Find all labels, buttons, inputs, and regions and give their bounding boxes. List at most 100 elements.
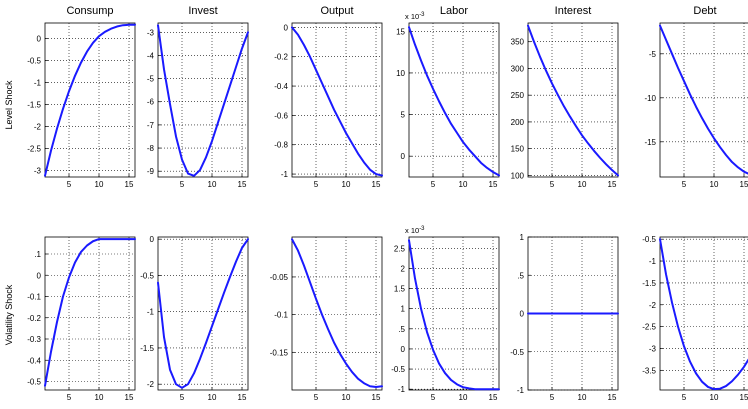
axis-exponent: x 10-3 xyxy=(405,12,425,21)
y-tick-label: -0.2 xyxy=(27,314,41,323)
x-tick-label: 10 xyxy=(95,180,104,189)
y-tick-label: -1 xyxy=(34,78,42,87)
y-tick-label: 350 xyxy=(511,38,525,47)
y-tick-label: -8 xyxy=(147,144,155,153)
y-tick-label: 0 xyxy=(520,310,525,319)
series-line xyxy=(408,239,500,391)
x-tick-label: 5 xyxy=(180,393,185,402)
y-tick-label: -1.5 xyxy=(27,100,41,109)
y-tick-label: 150 xyxy=(511,145,525,154)
y-tick-label: 2.5 xyxy=(394,244,406,253)
y-tick-label: -2.5 xyxy=(642,323,656,332)
series-line xyxy=(157,24,249,177)
x-tick-label: 10 xyxy=(95,393,104,402)
x-tick-label: 10 xyxy=(710,393,719,402)
panel-debt: 5 10 15 -15 -10 -5 Debt xyxy=(644,5,748,189)
series-line xyxy=(291,238,383,388)
series-line xyxy=(659,238,748,391)
y-tick-label: -0.4 xyxy=(274,82,288,91)
plot-frame xyxy=(291,236,383,391)
series-line xyxy=(408,26,500,177)
panel-title: Invest xyxy=(188,5,217,17)
y-tick-label: -9 xyxy=(147,167,155,176)
x-tick-label: 15 xyxy=(608,180,617,189)
y-tick-label: 0 xyxy=(284,23,289,32)
plot-frame xyxy=(659,236,748,391)
y-tick-label: -6 xyxy=(147,98,155,107)
y-tick-label: .1 xyxy=(34,250,41,259)
y-tick-label: -0.15 xyxy=(270,348,289,357)
y-tick-label: -0.4 xyxy=(27,356,41,365)
y-tick-label: -3 xyxy=(147,28,155,37)
panel-r1c4: 5 10 15 -1 -0.5 0 .5 1 xyxy=(510,233,619,402)
plot-frame xyxy=(408,22,500,178)
series-line xyxy=(291,26,383,177)
y-tick-label: -0.5 xyxy=(27,378,41,387)
y-tick-label: -0.1 xyxy=(27,293,41,302)
y-tick-label: -1 xyxy=(398,385,406,394)
x-tick-label: 15 xyxy=(489,180,498,189)
y-tick-label: 15 xyxy=(396,27,405,36)
y-tick-label: -0.3 xyxy=(27,335,41,344)
y-tick-label: 0 xyxy=(401,152,406,161)
row-label-level-shock: Level Shock xyxy=(4,80,14,130)
panel-consump: 5 10 15 -3 -2.5 -2 -1.5 -1 -0.5 0 Consump xyxy=(27,5,136,189)
y-tick-label: -4 xyxy=(147,51,155,60)
y-tick-label: -1 xyxy=(281,170,289,179)
x-tick-label: 5 xyxy=(67,393,72,402)
panel-title: Output xyxy=(320,5,353,17)
x-tick-label: 15 xyxy=(740,393,748,402)
y-tick-label: 1 xyxy=(401,305,406,314)
x-tick-label: 5 xyxy=(431,393,436,402)
panel-invest: 5 10 15 -9 -8 -7 -6 -5 -4 -3 Invest xyxy=(147,5,249,189)
x-tick-label: 15 xyxy=(372,393,381,402)
x-tick-label: 15 xyxy=(125,393,134,402)
plot-frame xyxy=(659,22,748,178)
y-tick-label: -0.5 xyxy=(140,271,154,280)
y-tick-label: -3 xyxy=(34,166,42,175)
row-label-volatility-shock: Volatility Shock xyxy=(4,284,14,345)
y-tick-label: -15 xyxy=(644,138,656,147)
y-tick-label: -3 xyxy=(649,344,657,353)
y-tick-label: -0.8 xyxy=(274,141,288,150)
y-tick-label: 200 xyxy=(511,118,525,127)
y-tick-label: -1.5 xyxy=(642,279,656,288)
y-tick-label: -0.2 xyxy=(274,53,288,62)
y-tick-label: 0 xyxy=(37,34,42,43)
panel-r1c3: 5 10 15 -1 -0.5 0 .5 1 1.5 2 2.5 x 10-3 xyxy=(391,226,500,402)
x-tick-label: 15 xyxy=(125,180,134,189)
y-tick-label: -2 xyxy=(34,122,42,131)
y-tick-label: -10 xyxy=(644,94,656,103)
x-tick-label: 10 xyxy=(342,393,351,402)
panel-title: Debt xyxy=(693,5,716,17)
axis-exponent: x 10-3 xyxy=(405,226,425,235)
x-tick-label: 15 xyxy=(740,180,748,189)
y-tick-label: -2.5 xyxy=(27,144,41,153)
x-tick-label: 10 xyxy=(342,180,351,189)
y-tick-label: -1 xyxy=(147,308,155,317)
x-tick-label: 10 xyxy=(459,180,468,189)
x-tick-label: 15 xyxy=(489,393,498,402)
y-tick-label: -2 xyxy=(147,380,155,389)
y-tick-label: -1 xyxy=(649,257,657,266)
y-tick-label: 100 xyxy=(511,171,525,180)
series-line xyxy=(527,24,619,177)
panel-r1c0: 5 10 15 -0.5 -0.4 -0.3 -0.2 -0.1 0 .1 xyxy=(27,236,136,402)
plot-frame xyxy=(527,22,619,178)
y-tick-label: 0 xyxy=(401,345,406,354)
x-tick-label: 5 xyxy=(431,180,436,189)
panel-r1c2: 5 10 15 -0.15 -0.1 -0.05 xyxy=(270,236,383,402)
panel-title: Interest xyxy=(555,5,592,17)
y-tick-label: -0.1 xyxy=(274,311,288,320)
x-tick-label: 5 xyxy=(180,180,185,189)
y-tick-label: -0.5 xyxy=(642,235,656,244)
x-tick-label: 10 xyxy=(208,393,217,402)
x-tick-label: 5 xyxy=(682,180,687,189)
panel-r1c5: 5 10 15 -3.5 -3 -2.5 -2 -1.5 -1 -0.5 xyxy=(642,235,748,402)
y-tick-label: -7 xyxy=(147,121,155,130)
x-tick-label: 15 xyxy=(238,393,247,402)
y-tick-label: -1 xyxy=(517,386,525,395)
x-tick-label: 10 xyxy=(578,393,587,402)
x-tick-label: 15 xyxy=(608,393,617,402)
